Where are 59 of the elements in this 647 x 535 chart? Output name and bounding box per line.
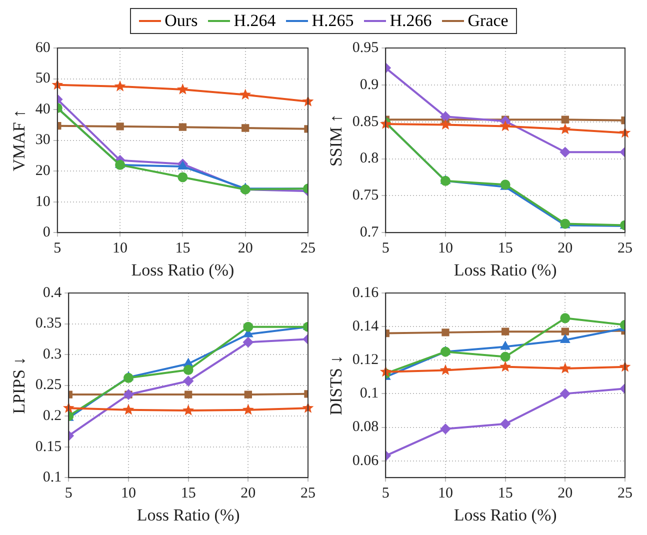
- y-axis-title: LPIPS ↓: [10, 356, 29, 414]
- y-tick-label: 0.7: [360, 224, 380, 241]
- y-axis-title: DISTS ↓: [326, 355, 346, 416]
- y-tick-label: 0.9: [360, 76, 379, 93]
- legend-label: H.265: [312, 11, 354, 31]
- x-tick-label: 5: [64, 486, 72, 502]
- x-tick-label: 5: [54, 240, 62, 257]
- x-tick-label: 5: [382, 240, 390, 257]
- y-tick-label: 0.35: [35, 316, 62, 332]
- x-tick-label: 25: [618, 240, 632, 257]
- y-tick-label: 0.12: [352, 352, 379, 368]
- y-tick-label: 0.85: [352, 114, 379, 130]
- x-axis-title: Loss Ratio (%): [454, 260, 557, 280]
- x-tick-label: 15: [498, 486, 513, 502]
- y-tick-label: 0.06: [352, 452, 380, 469]
- y-tick-label: 60: [35, 40, 50, 56]
- y-tick-label: 0.25: [35, 377, 62, 394]
- y-tick-label: 0.08: [352, 419, 379, 436]
- y-tick-label: 10: [35, 194, 50, 210]
- y-tick-label: 40: [35, 101, 50, 118]
- y-tick-label: 0.15: [35, 438, 62, 455]
- y-tick-label: 50: [35, 70, 50, 87]
- legend-label: H.266: [390, 11, 432, 31]
- y-tick-label: 0.95: [352, 40, 379, 56]
- y-tick-label: 0.2: [42, 408, 62, 424]
- y-tick-label: 0.1: [42, 470, 62, 486]
- legend-label: Ours: [164, 11, 198, 31]
- y-tick-label: 0.1: [360, 386, 379, 402]
- x-axis-title: Loss Ratio (%): [131, 260, 234, 280]
- x-tick-label: 15: [175, 240, 190, 257]
- y-tick-label: 0.8: [360, 150, 379, 167]
- x-tick-label: 20: [240, 486, 256, 502]
- legend-label: Grace: [468, 11, 508, 31]
- x-axis-title: Loss Ratio (%): [136, 505, 240, 524]
- x-tick-label: 10: [438, 240, 453, 257]
- y-axis-title: SSIM ↑: [326, 114, 346, 167]
- x-tick-label: 15: [498, 240, 513, 257]
- x-tick-label: 25: [618, 486, 632, 502]
- y-tick-label: 20: [35, 163, 50, 180]
- x-tick-label: 5: [382, 486, 390, 502]
- x-tick-label: 25: [300, 486, 316, 502]
- x-tick-label: 20: [558, 486, 573, 502]
- y-tick-label: 0: [42, 224, 50, 241]
- x-tick-label: 10: [112, 240, 128, 257]
- x-axis-title: Loss Ratio (%): [454, 505, 557, 524]
- y-tick-label: 30: [35, 132, 50, 148]
- legend-label: H.264: [234, 11, 276, 31]
- x-tick-label: 25: [300, 240, 316, 257]
- x-tick-label: 10: [120, 486, 136, 502]
- y-tick-label: 0.14: [352, 318, 380, 334]
- y-tick-label: 0.3: [42, 346, 62, 362]
- x-tick-label: 15: [180, 486, 196, 502]
- y-tick-label: 0.16: [352, 284, 380, 301]
- x-tick-label: 20: [238, 240, 253, 257]
- x-tick-label: 10: [438, 486, 453, 502]
- y-tick-label: 0.4: [42, 284, 62, 301]
- y-tick-label: 0.75: [352, 188, 379, 204]
- x-tick-label: 20: [558, 240, 573, 257]
- y-axis-title: VMAF ↑: [10, 109, 29, 172]
